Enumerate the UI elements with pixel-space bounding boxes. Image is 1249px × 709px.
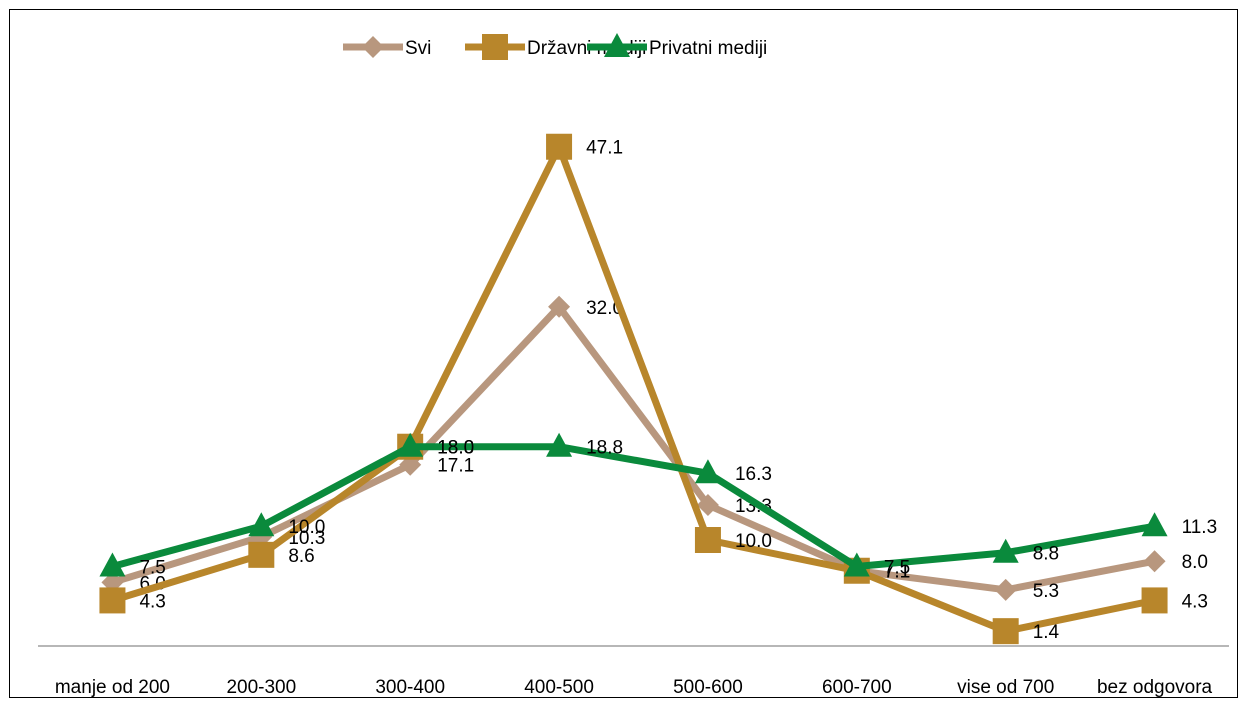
data-label-drzavni-mediji-bez-odgovora: 4.3 xyxy=(1182,591,1208,612)
marker-privatni-mediji-200-300 xyxy=(248,512,275,537)
data-label-privatni-mediji-200-300: 10.0 xyxy=(288,517,325,538)
data-label-svi-400-500: 32.0 xyxy=(586,298,623,319)
data-label-drzavni-mediji-500-600: 10.0 xyxy=(735,531,772,552)
series-line-drzavni-mediji xyxy=(108,143,1159,635)
marker-privatni-mediji-500-600 xyxy=(694,459,721,484)
marker-drzavni-mediji-400-500 xyxy=(546,133,573,160)
x-tick-label-600-700: 600-700 xyxy=(822,677,892,698)
legend-marker-svi xyxy=(362,36,384,58)
data-label-svi-300-400: 17.1 xyxy=(437,456,474,477)
marker-drzavni-mediji-manje-od-200 xyxy=(99,587,126,614)
series-privatni-mediji: 7.5 10.0 18.0 18.8 16.3 7.5 8.8 11.3 xyxy=(99,432,1218,579)
x-tick-label-200-300: 200-300 xyxy=(226,677,296,698)
data-label-drzavni-mediji-200-300: 8.6 xyxy=(288,546,314,567)
data-label-privatni-mediji-manje-od-200: 7.5 xyxy=(139,558,165,579)
marker-privatni-mediji-manje-od-200 xyxy=(99,552,126,577)
marker-svi-bez-odgovora xyxy=(1143,550,1166,573)
marker-svi-400-500 xyxy=(548,295,571,318)
data-label-privatni-mediji-300-400: 18.0 xyxy=(437,438,474,459)
x-tick-label-500-600: 500-600 xyxy=(673,677,743,698)
legend-label-privatni-mediji: Privatni mediji xyxy=(649,38,767,59)
data-label-svi-200-300: 10.3 xyxy=(288,528,325,549)
series-drzavni-mediji: 4.3 8.6 18.8 47.1 10.0 7.1 1.4 4.3 xyxy=(99,133,1208,645)
x-tick-label-manje-od-200: manje od 200 xyxy=(55,677,170,698)
x-tick-label-300-400: 300-400 xyxy=(375,677,445,698)
data-label-svi-600-700: 7.1 xyxy=(884,562,910,583)
series-svi: 6.010.317.132.013.37.15.38.0 xyxy=(101,295,1208,602)
legend-marker-privatni-mediji xyxy=(604,33,630,57)
legend-marker-drzavni-mediji xyxy=(482,34,508,60)
marker-privatni-mediji-bez-odgovora xyxy=(1141,512,1168,537)
marker-drzavni-mediji-500-600 xyxy=(694,527,721,553)
data-label-drzavni-mediji-400-500: 47.1 xyxy=(586,138,623,159)
x-tick-label-vise-od-700: vise od 700 xyxy=(957,677,1054,698)
series-line-svi xyxy=(108,303,1159,594)
x-tick-label-bez-odgovora: bez odgovora xyxy=(1097,677,1213,698)
data-label-drzavni-mediji-manje-od-200: 4.3 xyxy=(139,591,165,612)
data-label-privatni-mediji-400-500: 18.8 xyxy=(586,438,623,459)
series-line-privatni-mediji xyxy=(108,443,1159,570)
data-label-drzavni-mediji-vise-od-700: 1.4 xyxy=(1033,622,1060,643)
data-label-drzavni-mediji-600-700: 7.1 xyxy=(884,562,910,583)
marker-drzavni-mediji-vise-od-700 xyxy=(992,618,1019,645)
marker-privatni-mediji-vise-od-700 xyxy=(992,538,1019,563)
data-label-privatni-mediji-bez-odgovora: 11.3 xyxy=(1182,517,1218,538)
marker-privatni-mediji-600-700 xyxy=(843,552,870,577)
data-label-svi-vise-od-700: 5.3 xyxy=(1033,581,1059,602)
data-label-privatni-mediji-500-600: 16.3 xyxy=(735,464,772,485)
legend: Svi Državni mediji Privatni mediji xyxy=(343,33,767,60)
data-label-privatni-mediji-600-700: 7.5 xyxy=(884,558,910,579)
marker-svi-vise-od-700 xyxy=(994,578,1017,601)
marker-privatni-mediji-400-500 xyxy=(546,432,573,457)
data-label-privatni-mediji-vise-od-700: 8.8 xyxy=(1033,544,1059,565)
marker-drzavni-mediji-200-300 xyxy=(248,541,275,568)
legend-label-svi: Svi xyxy=(405,38,431,59)
marker-drzavni-mediji-bez-odgovora xyxy=(1141,587,1168,614)
x-tick-label-400-500: 400-500 xyxy=(524,677,594,698)
data-label-svi-500-600: 13.3 xyxy=(735,496,772,517)
data-label-svi-bez-odgovora: 8.0 xyxy=(1182,552,1208,573)
marker-svi-500-600 xyxy=(696,494,719,517)
marker-privatni-mediji-300-400 xyxy=(397,432,424,457)
